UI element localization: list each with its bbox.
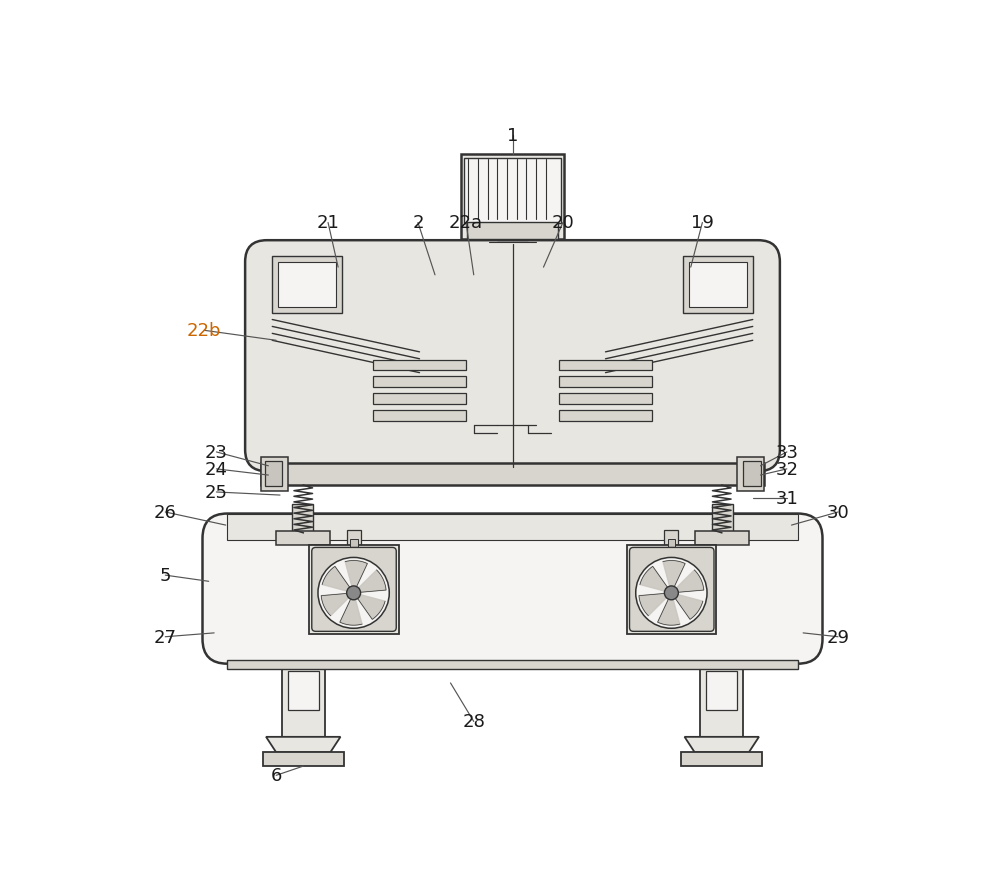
Bar xyxy=(559,394,652,405)
Text: 6: 6 xyxy=(270,766,282,784)
Text: 23: 23 xyxy=(205,443,228,462)
Bar xyxy=(292,505,313,540)
Bar xyxy=(497,239,528,241)
Text: 1: 1 xyxy=(507,127,518,144)
Polygon shape xyxy=(685,737,759,752)
FancyBboxPatch shape xyxy=(312,548,396,632)
Bar xyxy=(261,464,764,486)
FancyBboxPatch shape xyxy=(245,241,780,471)
Polygon shape xyxy=(675,595,703,619)
Text: 2: 2 xyxy=(412,214,424,232)
Bar xyxy=(261,458,288,492)
Bar xyxy=(695,532,749,546)
Bar xyxy=(263,752,344,766)
Polygon shape xyxy=(345,561,367,587)
Text: 29: 29 xyxy=(826,628,850,646)
Polygon shape xyxy=(640,567,668,592)
Circle shape xyxy=(347,587,361,600)
Bar xyxy=(712,505,733,540)
Circle shape xyxy=(636,558,707,628)
Circle shape xyxy=(318,558,389,628)
Text: 31: 31 xyxy=(775,490,798,508)
FancyBboxPatch shape xyxy=(202,514,822,664)
Bar xyxy=(737,458,764,492)
Text: 24: 24 xyxy=(205,461,228,478)
Text: 33: 33 xyxy=(775,443,798,462)
Text: 30: 30 xyxy=(827,503,849,522)
Polygon shape xyxy=(639,594,667,616)
Bar xyxy=(288,672,319,710)
Polygon shape xyxy=(321,594,349,616)
Bar xyxy=(350,540,358,547)
Polygon shape xyxy=(663,561,685,587)
Bar xyxy=(706,672,737,710)
Bar xyxy=(373,360,466,371)
Text: 5: 5 xyxy=(160,566,171,585)
Bar xyxy=(683,256,753,314)
Text: 27: 27 xyxy=(154,628,177,646)
Bar xyxy=(264,462,282,486)
FancyBboxPatch shape xyxy=(630,548,714,632)
Text: 22a: 22a xyxy=(449,214,483,232)
Bar xyxy=(461,155,564,239)
Bar xyxy=(627,546,716,634)
Bar xyxy=(227,514,798,540)
Bar xyxy=(689,262,747,307)
Bar xyxy=(373,377,466,388)
Polygon shape xyxy=(266,737,340,752)
Polygon shape xyxy=(676,571,704,593)
Bar xyxy=(668,540,675,547)
Bar xyxy=(559,411,652,422)
Bar xyxy=(282,664,325,737)
Polygon shape xyxy=(358,571,386,593)
Bar xyxy=(559,377,652,388)
Polygon shape xyxy=(658,599,680,626)
Bar xyxy=(681,752,762,766)
Bar xyxy=(347,530,361,547)
Bar xyxy=(700,664,743,737)
Polygon shape xyxy=(322,567,350,592)
Polygon shape xyxy=(357,595,385,619)
Text: 19: 19 xyxy=(691,214,714,232)
Text: 20: 20 xyxy=(552,214,574,232)
Bar xyxy=(227,660,798,669)
Bar xyxy=(373,394,466,405)
Text: 28: 28 xyxy=(462,712,485,731)
Bar xyxy=(373,411,466,422)
Text: 21: 21 xyxy=(317,214,339,232)
Bar xyxy=(664,530,678,547)
Text: 25: 25 xyxy=(205,484,228,501)
Text: 22b: 22b xyxy=(187,322,221,340)
Bar xyxy=(464,159,561,224)
Circle shape xyxy=(664,587,678,600)
Bar xyxy=(559,360,652,371)
Text: 32: 32 xyxy=(775,461,798,478)
Bar xyxy=(467,222,558,239)
Polygon shape xyxy=(340,599,362,626)
Bar xyxy=(278,262,336,307)
Bar xyxy=(276,532,330,546)
Text: 26: 26 xyxy=(154,503,177,522)
Bar xyxy=(743,462,761,486)
Bar xyxy=(272,256,342,314)
Bar xyxy=(309,546,399,634)
